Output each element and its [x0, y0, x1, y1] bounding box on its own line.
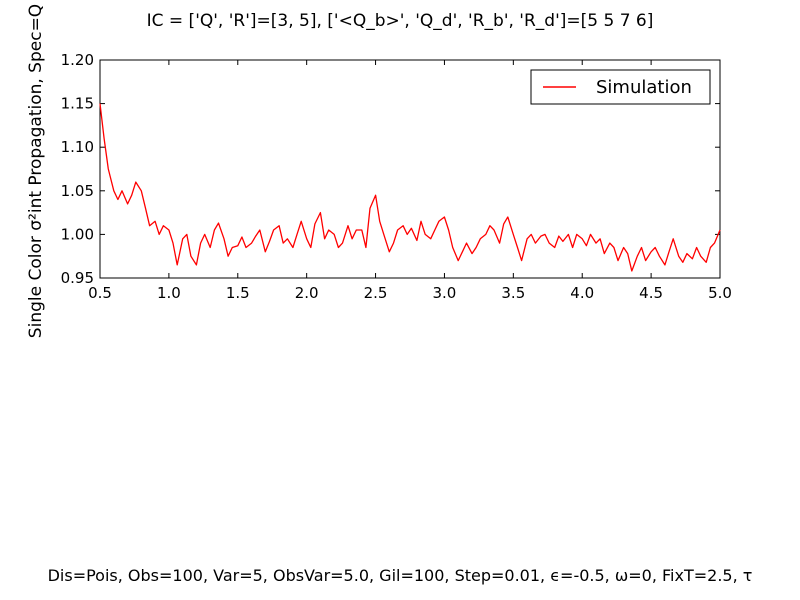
x-tick-label: 2.0	[295, 284, 319, 302]
x-tick-label: 1.0	[157, 284, 181, 302]
y-axis-label: Single Color σ²int Propagation, Spec=Q	[26, 4, 46, 338]
x-tick-label: 4.5	[639, 284, 663, 302]
series-layer	[99, 103, 721, 272]
x-tick-label: 2.5	[364, 284, 388, 302]
x-tick-label: 5.0	[708, 284, 732, 302]
footer-caption: Dis=Pois, Obs=100, Var=5, ObsVar=5.0, Gi…	[48, 566, 753, 585]
y-tick-label: 0.95	[61, 269, 94, 287]
x-tick-label: 1.5	[226, 284, 250, 302]
chart-title: IC = ['Q', 'R']=[3, 5], ['<Q_b>', 'Q_d',…	[147, 11, 654, 31]
y-tick-label: 1.00	[61, 225, 94, 243]
y-tick-label: 1.20	[61, 51, 94, 69]
legend: Simulation	[530, 69, 711, 105]
y-tick-label: 1.10	[61, 138, 94, 156]
y-tick-label: 1.05	[61, 182, 94, 200]
x-tick-label: 4.0	[570, 284, 594, 302]
series-line-simulation	[99, 103, 721, 272]
y-tick-label: 1.15	[61, 95, 94, 113]
legend-label-simulation: Simulation	[596, 77, 692, 98]
y-tick-labels: 0.95 1.00 1.05 1.10 1.15 1.20	[61, 51, 94, 287]
axis-ticks	[99, 59, 721, 279]
x-tick-labels: 0.5 1.0 1.5 2.0 2.5 3.0 3.5 4.0 4.5 5.0	[88, 284, 732, 302]
x-tick-label: 3.5	[501, 284, 525, 302]
x-tick-label: 3.0	[433, 284, 457, 302]
x-tick-label: 0.5	[88, 284, 112, 302]
